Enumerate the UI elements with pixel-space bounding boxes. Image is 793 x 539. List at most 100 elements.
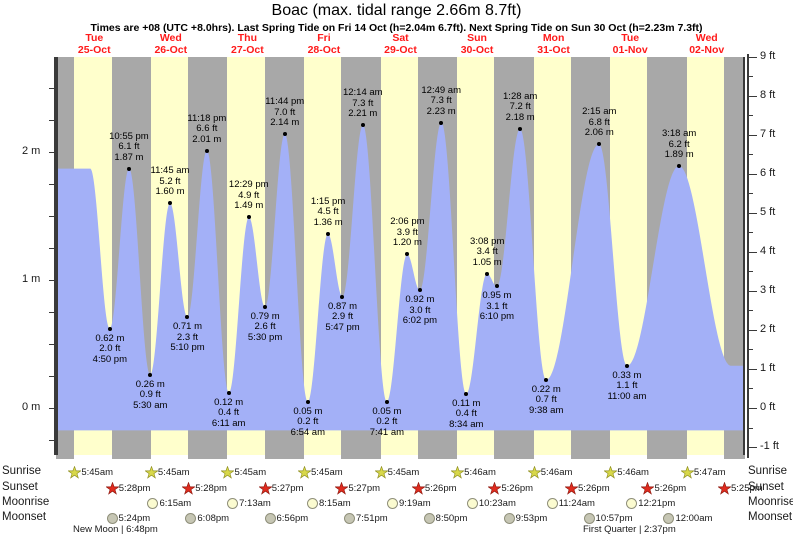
day-weekday: Sun: [467, 32, 487, 44]
moonrise-moon-icon: [386, 498, 398, 509]
tide-label-line: 7.2 ft: [509, 101, 531, 113]
left-axis-tick: [49, 184, 56, 185]
sunrise-time: 5:45am: [311, 467, 343, 478]
tide-label-line: 5:10 pm: [170, 342, 205, 354]
high-tide-label: 1:15 pm 4.5 ft 1.36 m: [310, 195, 346, 229]
tide-label-line: 0.7 ft: [535, 394, 557, 406]
moonrise-time: 10:23am: [478, 498, 516, 509]
tide-label-line: 0.4 ft: [455, 408, 477, 420]
sunset-star-icon: [258, 481, 273, 495]
day-header-7: Mon 31-Oct: [515, 32, 592, 56]
tide-label-line: 0.9 ft: [139, 389, 161, 401]
tide-label-line: 0.2 ft: [297, 416, 319, 428]
tide-label-line: 4.9 ft: [238, 189, 260, 201]
sunset-time: 5:28pm: [195, 483, 227, 494]
day-header-6: Sun 30-Oct: [439, 32, 516, 56]
tide-point: [485, 271, 490, 276]
right-axis-label: 5 ft: [760, 205, 776, 218]
day-weekday: Wed: [159, 32, 182, 44]
tide-label-line: 9:38 am: [529, 404, 564, 416]
left-axis-tick: [49, 440, 56, 441]
right-axis-tick: [749, 213, 757, 214]
tide-label-line: 0.92 m: [405, 294, 435, 306]
tide-label-line: 2.6 ft: [254, 321, 276, 333]
tide-label-line: 0.33 m: [612, 369, 642, 381]
moonrise-time: 8:15am: [318, 498, 351, 509]
low-tide-label: 0.22 m 0.7 ft 9:38 am: [529, 384, 564, 417]
astro-row-label-moonset: Moonset: [2, 511, 47, 523]
tide-label-line: 0.05 m: [293, 405, 323, 417]
tide-point: [464, 391, 469, 396]
astro-night-band: [56, 455, 75, 459]
sunrise-star-icon: [680, 465, 695, 479]
sunset-time: 5:27pm: [348, 483, 381, 494]
tide-label-line: 0.12 m: [214, 396, 244, 408]
right-axis-label: 7 ft: [760, 127, 776, 140]
right-axis-tick: [749, 115, 753, 116]
sunset-time: 5:26pm: [501, 483, 534, 494]
tide-label-line: 3:18 am: [661, 128, 697, 140]
sunset-time: 5:26pm: [577, 483, 610, 494]
low-tide-label: 0.79 m 2.6 ft 5:30 pm: [248, 311, 282, 344]
tide-point: [282, 132, 287, 137]
tide-point: [127, 166, 132, 171]
right-axis-tick: [749, 428, 753, 429]
low-tide-label: 0.12 m 0.4 ft 6:11 am: [212, 396, 246, 430]
tide-label-line: 6:54 am: [290, 426, 325, 438]
moonset-moon-icon: [343, 513, 355, 524]
tide-label-line: 2.3 ft: [176, 331, 199, 343]
right-axis-tick: [749, 135, 757, 136]
tide-label-line: 3.1 ft: [486, 300, 508, 312]
day-header-9: Wed 02-Nov: [668, 32, 745, 56]
day-weekday: Tue: [621, 32, 640, 44]
sunrise-star-icon: [220, 465, 236, 479]
moon-phase-new-moon: New Moon | 6:48pm: [73, 524, 158, 535]
right-axis-tick: [749, 310, 753, 311]
moonset-moon-icon: [423, 513, 435, 524]
tide-point: [325, 231, 330, 236]
tide-point: [168, 201, 173, 206]
right-axis-tick: [749, 271, 753, 272]
tide-label-line: 0.26 m: [135, 378, 165, 390]
sunrise-star-icon: [297, 465, 312, 479]
tide-label-line: 1:15 pm: [310, 195, 346, 207]
right-axis-label: 6 ft: [760, 166, 776, 179]
tide-label-line: 6.1 ft: [118, 141, 140, 153]
tide-label-line: 2:15 am: [582, 106, 617, 118]
high-tide-label: 2:15 am 6.8 ft 2.06 m: [582, 107, 616, 139]
sunrise-star-icon: [450, 465, 465, 479]
left-axis-tick: [49, 344, 56, 345]
moonrise-moon-icon: [227, 498, 239, 509]
tide-point: [384, 399, 389, 404]
sunrise-star-icon: [373, 465, 389, 479]
tide-point: [624, 363, 629, 368]
left-axis-tick: [49, 216, 56, 217]
tide-label-line: 2.9 ft: [331, 311, 354, 323]
sunset-time: 5:26pm: [424, 483, 457, 494]
day-date: 25-Oct: [77, 44, 111, 56]
tide-point: [148, 372, 153, 377]
sunrise-time: 5:45am: [234, 467, 267, 478]
tide-label-line: 7.3 ft: [430, 95, 452, 107]
tide-label-line: 3:08 pm: [470, 235, 505, 247]
tide-label-line: 0.71 m: [172, 321, 202, 333]
tide-label-line: 0.4 ft: [218, 407, 240, 419]
moonrise-moon-icon: [306, 498, 318, 509]
tide-label-line: 12:49 am: [421, 84, 462, 96]
low-tide-label: 0.62 m 2.0 ft 4:50 pm: [92, 333, 127, 366]
tide-label-line: 7:41 am: [369, 426, 405, 438]
moonrise-time: 7:13am: [239, 498, 271, 509]
tide-chart-plot: [56, 57, 745, 455]
tide-point: [676, 164, 681, 169]
tide-point: [262, 304, 267, 309]
tide-label-line: 2.23 m: [426, 105, 456, 117]
tide-label-line: 4:50 pm: [92, 353, 127, 365]
left-axis-tick: [49, 152, 56, 153]
day-date: 29-Oct: [384, 44, 417, 56]
left-axis-tick: [49, 88, 56, 89]
tide-label-line: 0.05 m: [372, 405, 402, 417]
right-axis-tick: [749, 291, 757, 292]
left-axis-tick: [49, 376, 56, 377]
astro-row-label-right-sunset: Sunset: [748, 481, 784, 493]
tide-label-line: 1.60 m: [155, 186, 185, 198]
